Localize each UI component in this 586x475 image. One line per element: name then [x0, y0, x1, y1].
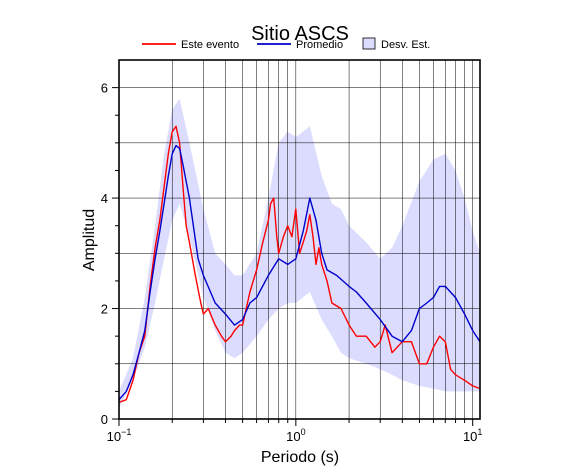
y-tick-label: 4: [101, 191, 108, 206]
x-axis-label: Periodo (s): [261, 449, 339, 466]
grid-layer: [119, 60, 480, 419]
legend-label: Promedio: [296, 39, 343, 51]
series-layer: [118, 125, 481, 404]
legend: Este evento Promedio Desv. Est.: [142, 37, 430, 51]
x-tick-label: 10−1: [107, 427, 132, 444]
y-tick-label: 0: [101, 412, 108, 427]
y-axis-ticks: 0 2 4 6: [101, 81, 119, 427]
y-axis-label: Amplitud: [81, 209, 98, 271]
y-tick-label: 6: [101, 81, 108, 96]
x-tick-label: 101: [463, 427, 482, 444]
plot-frame: [118, 59, 481, 420]
legend-swatch-box: [362, 37, 376, 50]
x-tick-label: 100: [286, 427, 305, 444]
y-tick-label: 2: [101, 302, 108, 317]
series-line-este-evento: [118, 125, 481, 404]
legend-label: Este evento: [181, 39, 239, 51]
x-axis-ticks: 10−1 100 101: [107, 419, 482, 444]
chart-title: Sitio ASCS: [251, 23, 349, 45]
series-line-promedio: [118, 144, 481, 401]
legend-label: Desv. Est.: [381, 39, 430, 51]
